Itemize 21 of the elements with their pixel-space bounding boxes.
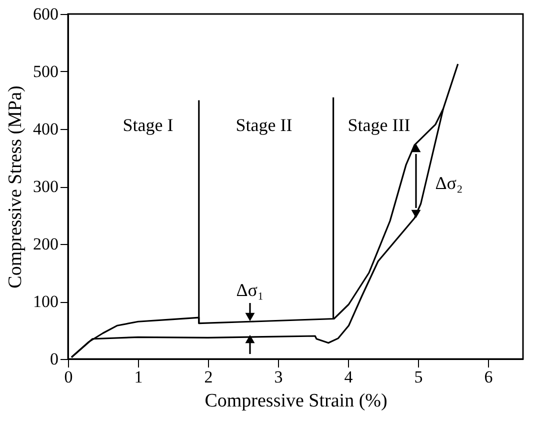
y-tick-label: 200 — [33, 234, 58, 254]
annotation: Δσ₁ — [236, 280, 264, 300]
x-tick-label: 4 — [344, 368, 354, 386]
x-tick-label: 1 — [134, 368, 143, 386]
y-tick-label: 600 — [33, 4, 58, 24]
x-tick-label: 0 — [64, 368, 73, 386]
annotation: Stage I — [122, 115, 174, 135]
x-tick-label: 6 — [484, 368, 493, 386]
annotation: Stage II — [236, 115, 292, 135]
y-axis-title: Compressive Stress (MPa) — [5, 86, 26, 288]
y-tick-label: 400 — [33, 120, 58, 138]
x-tick-label: 3 — [274, 368, 283, 386]
y-tick-label: 100 — [33, 292, 58, 311]
x-tick-label: 2 — [204, 368, 213, 386]
y-tick-label: 500 — [33, 62, 58, 81]
x-axis-title: Compressive Strain (%) — [204, 390, 388, 412]
x-tick-label: 5 — [414, 368, 423, 386]
y-tick-label: 300 — [33, 177, 58, 196]
annotation: Δσ₂ — [435, 173, 463, 193]
annotation: Stage III — [348, 115, 410, 135]
y-tick-label: 0 — [50, 350, 58, 368]
